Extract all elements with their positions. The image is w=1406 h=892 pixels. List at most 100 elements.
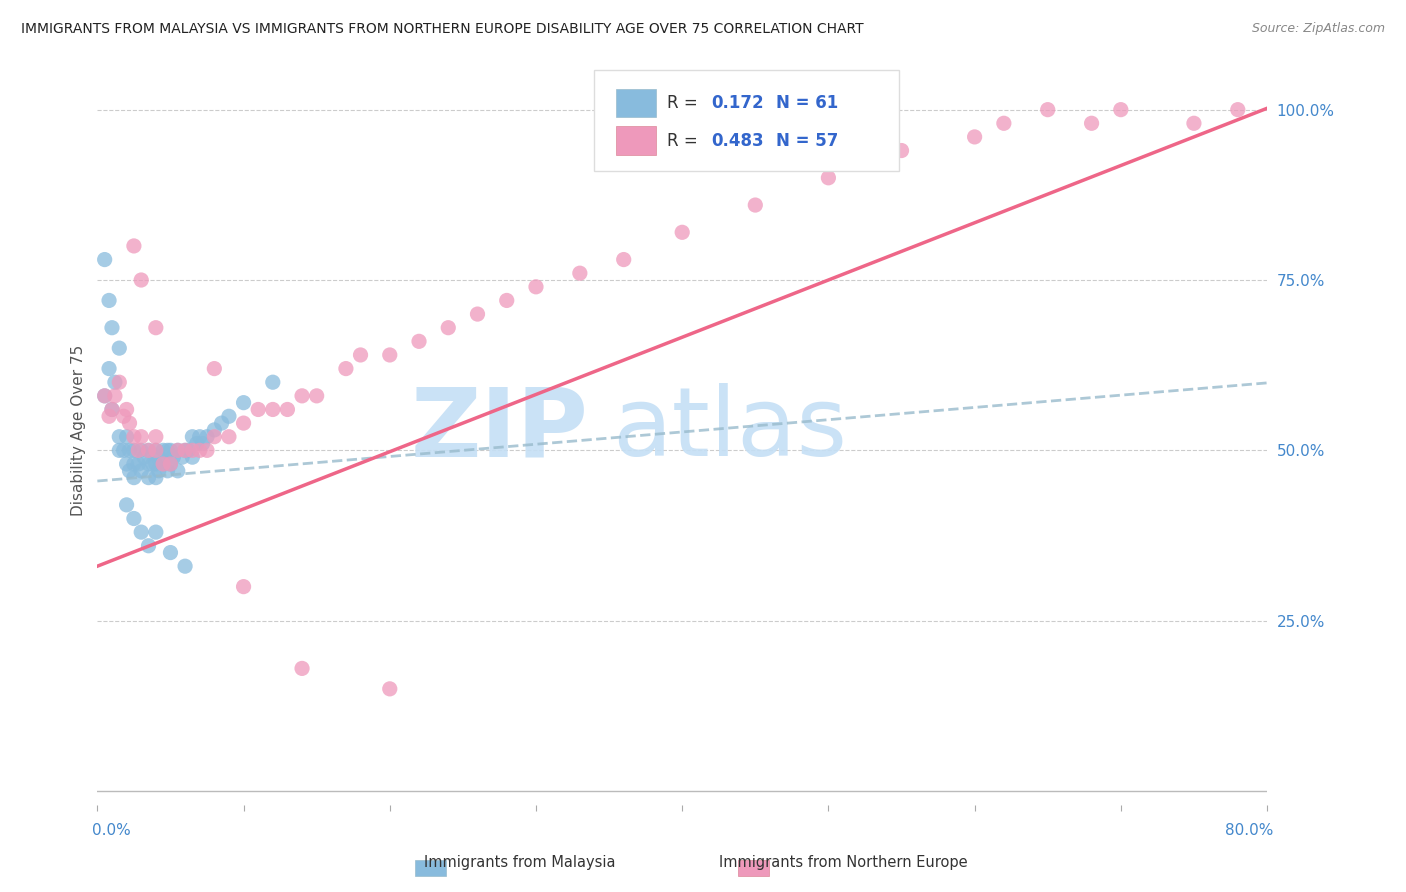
Point bbox=[145, 470, 167, 484]
Point bbox=[671, 225, 693, 239]
Point bbox=[202, 430, 225, 444]
Point bbox=[93, 389, 115, 403]
Point bbox=[145, 430, 167, 444]
Text: 0.172: 0.172 bbox=[711, 95, 763, 112]
Point bbox=[1080, 116, 1102, 130]
Point bbox=[138, 457, 160, 471]
Point bbox=[174, 559, 197, 574]
Point bbox=[138, 470, 160, 484]
Point bbox=[349, 348, 371, 362]
Text: Immigrants from Northern Europe: Immigrants from Northern Europe bbox=[720, 855, 967, 870]
Point bbox=[122, 511, 145, 525]
Point bbox=[232, 580, 254, 594]
Point bbox=[115, 430, 138, 444]
Point bbox=[115, 402, 138, 417]
Text: Immigrants from Malaysia: Immigrants from Malaysia bbox=[425, 855, 616, 870]
Point bbox=[138, 443, 160, 458]
Text: R =: R = bbox=[666, 132, 703, 150]
Point bbox=[129, 273, 152, 287]
Point bbox=[148, 450, 170, 465]
Point bbox=[291, 389, 314, 403]
Point bbox=[98, 293, 121, 308]
Point bbox=[568, 266, 591, 280]
Point bbox=[108, 430, 131, 444]
Point bbox=[152, 457, 174, 471]
Point bbox=[118, 416, 141, 430]
Point bbox=[1109, 103, 1132, 117]
Point bbox=[112, 443, 135, 458]
Point bbox=[1226, 103, 1249, 117]
Point bbox=[174, 443, 197, 458]
Point bbox=[181, 450, 204, 465]
Text: 0.483: 0.483 bbox=[711, 132, 763, 150]
Point bbox=[378, 348, 401, 362]
Point bbox=[118, 464, 141, 478]
Bar bbox=[616, 89, 657, 118]
FancyBboxPatch shape bbox=[595, 70, 898, 171]
Point bbox=[108, 443, 131, 458]
Point bbox=[108, 375, 131, 389]
Point bbox=[1182, 116, 1205, 130]
Point bbox=[127, 443, 149, 458]
Point bbox=[195, 430, 218, 444]
Text: 0.0%: 0.0% bbox=[91, 823, 131, 838]
Text: N = 57: N = 57 bbox=[776, 132, 838, 150]
Point bbox=[145, 443, 167, 458]
Point bbox=[122, 239, 145, 253]
Point bbox=[93, 389, 115, 403]
Point bbox=[112, 409, 135, 424]
Point bbox=[101, 402, 124, 417]
Point bbox=[118, 443, 141, 458]
Point bbox=[232, 395, 254, 409]
Point bbox=[177, 443, 200, 458]
Point bbox=[166, 443, 188, 458]
Point bbox=[134, 450, 156, 465]
Point bbox=[138, 443, 160, 458]
Point bbox=[378, 681, 401, 696]
Point bbox=[101, 402, 124, 417]
Bar bbox=[616, 127, 657, 155]
Point bbox=[159, 457, 181, 471]
Point bbox=[122, 470, 145, 484]
Text: IMMIGRANTS FROM MALAYSIA VS IMMIGRANTS FROM NORTHERN EUROPE DISABILITY AGE OVER : IMMIGRANTS FROM MALAYSIA VS IMMIGRANTS F… bbox=[21, 22, 863, 37]
Point bbox=[152, 457, 174, 471]
Point bbox=[1036, 103, 1059, 117]
Point bbox=[145, 525, 167, 540]
Text: R =: R = bbox=[666, 95, 703, 112]
Text: 80.0%: 80.0% bbox=[1225, 823, 1272, 838]
Point bbox=[93, 252, 115, 267]
Text: atlas: atlas bbox=[612, 384, 848, 476]
Point bbox=[115, 498, 138, 512]
Point bbox=[467, 307, 489, 321]
Point bbox=[408, 334, 430, 349]
Text: ZIP: ZIP bbox=[411, 384, 589, 476]
Point bbox=[159, 457, 181, 471]
Point bbox=[963, 129, 986, 144]
Point bbox=[108, 341, 131, 355]
Point bbox=[335, 361, 357, 376]
Point bbox=[159, 545, 181, 559]
Point bbox=[148, 464, 170, 478]
Point bbox=[122, 457, 145, 471]
Point bbox=[993, 116, 1015, 130]
Point bbox=[890, 144, 912, 158]
Point bbox=[129, 464, 152, 478]
Point bbox=[145, 320, 167, 334]
Point bbox=[122, 443, 145, 458]
Point bbox=[104, 375, 127, 389]
Point bbox=[817, 170, 839, 185]
Point bbox=[181, 443, 204, 458]
Text: N = 61: N = 61 bbox=[776, 95, 838, 112]
Point bbox=[115, 457, 138, 471]
Point bbox=[186, 436, 208, 450]
Point bbox=[232, 416, 254, 430]
Point bbox=[162, 450, 184, 465]
Point bbox=[166, 464, 188, 478]
Point bbox=[129, 430, 152, 444]
Point bbox=[202, 361, 225, 376]
Point bbox=[191, 436, 214, 450]
Point bbox=[262, 375, 284, 389]
Point bbox=[195, 443, 218, 458]
Point bbox=[101, 320, 124, 334]
Point bbox=[211, 416, 233, 430]
